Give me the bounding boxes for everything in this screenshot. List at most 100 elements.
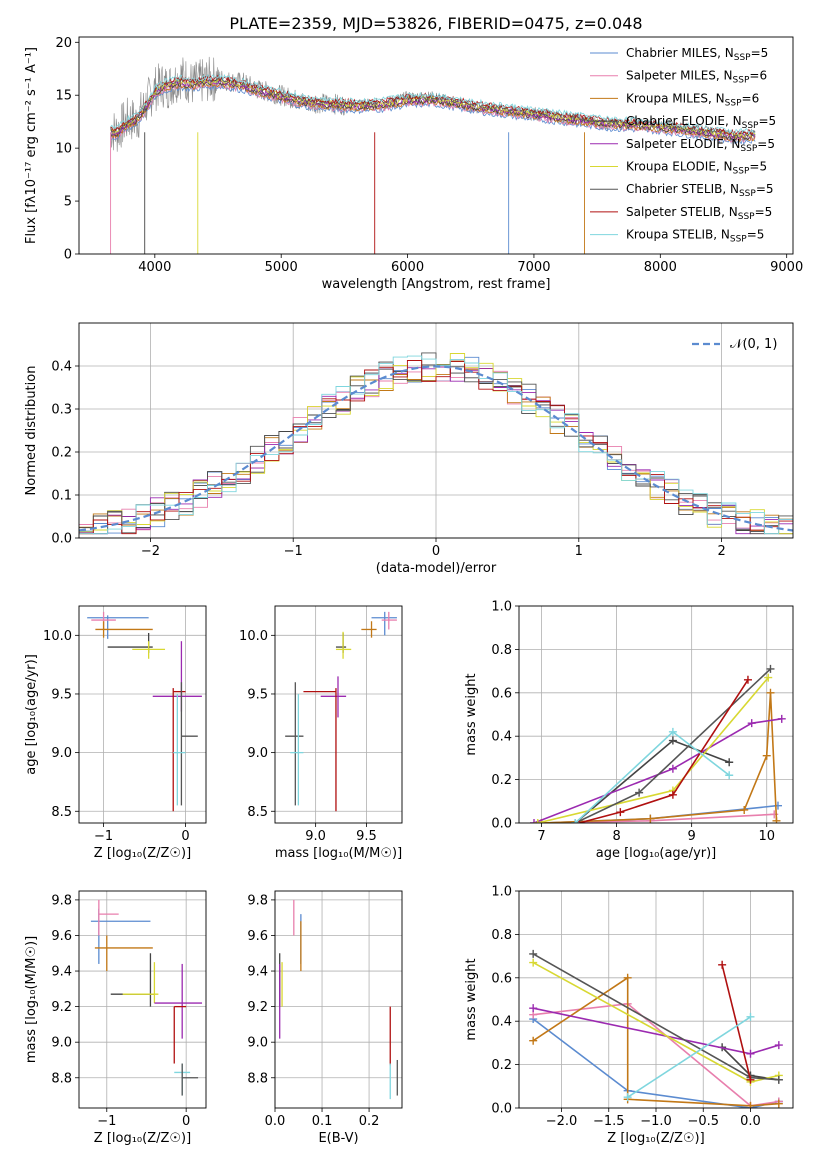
y-tick-label: 20 [55, 36, 72, 51]
legend-label: Salpeter MILES, NSSP=6 [626, 69, 767, 86]
x-tick-label: 8 [612, 829, 620, 844]
panel-age_vs_mass: 9.0 9.5 8.5 9.0 9.5 10.0 mass [log₁₀(M/M☉)] [239, 605, 403, 861]
x-tick-label: −2.0 [546, 1114, 578, 1129]
errorbar-point [87, 615, 149, 639]
errorbar-point [361, 621, 377, 638]
mass-weight-marker [529, 1004, 538, 1013]
mass-weight-marker [746, 1012, 755, 1021]
panel-age_vs_Z: −1 0 8.5 9.0 9.5 10.0 Z [log₁₀(Z/Z☉)] age [log₁… [24, 605, 207, 861]
mass-weight-marker [623, 973, 632, 982]
x-tick-label: 9 [688, 829, 696, 844]
y-tick-label: 9.2 [51, 1000, 72, 1015]
x-tick-label: 0 [432, 544, 440, 559]
mass-weight-marker [743, 675, 752, 684]
plot-area [79, 352, 793, 535]
errorbar-point [154, 963, 203, 1039]
x-tick-label: −1.0 [640, 1114, 672, 1129]
mass-weight-line [721, 964, 752, 1080]
mass-weight-marker [746, 1075, 755, 1084]
mass-weight-marker [529, 958, 538, 967]
errorbar-point [94, 935, 153, 972]
mass-weight-marker [766, 664, 775, 673]
panel-spectrum: 4000 5000 6000 7000 8000 9000 0 5 10 15 20 waveleng… [24, 36, 803, 292]
y-axis-label: Normed distribution [24, 366, 39, 496]
y-tick-label: 9.6 [51, 929, 72, 944]
y-tick-label: 0.8 [491, 928, 512, 943]
x-tick-label: 0.0 [265, 1114, 286, 1129]
mass-weight-marker [777, 714, 786, 723]
y-tick-label: 9.5 [247, 687, 268, 702]
y-tick-label: 8.8 [247, 1071, 268, 1086]
y-tick-label: 0.6 [491, 971, 512, 986]
panel-residuals: −2 −1 0 1 2 0.0 0.1 0.2 0.3 0.4 (data-model)/error… [24, 322, 794, 576]
y-tick-label: 10 [55, 142, 72, 157]
y-tick-label: 0.1 [51, 489, 72, 504]
legend-label: Kroupa MILES, NSSP=6 [626, 91, 759, 108]
plot-area [87, 611, 202, 812]
x-tick-label: 5000 [265, 260, 298, 275]
y-tick-label: 0.4 [51, 360, 72, 375]
residual-histogram [79, 355, 793, 535]
mass-weight-marker [533, 819, 542, 823]
model-spectrum-line [110, 73, 756, 135]
y-tick-label: 15 [55, 89, 72, 104]
mass-weight-line [578, 679, 749, 823]
mass-weight-marker [646, 814, 655, 823]
y-tick-label: 0.0 [491, 1102, 512, 1117]
axes-frame [78, 322, 794, 539]
legend-label: Chabrier MILES, NSSP=5 [626, 46, 768, 63]
x-tick-label: −2 [141, 544, 160, 559]
x-axis-label: Z [log₁₀(Z/Z☉)] [94, 846, 191, 861]
mass-weight-marker [571, 819, 580, 823]
axes-frame [274, 890, 403, 1109]
x-axis-label: Z [log₁₀(Z/Z☉)] [94, 1131, 191, 1146]
mass-weight-marker [766, 688, 775, 697]
y-tick-label: 0.0 [491, 817, 512, 832]
y-tick-label: 5 [64, 195, 72, 210]
errorbar-point [132, 641, 166, 659]
y-tick-label: 9.5 [51, 687, 72, 702]
errorbar-point [173, 1005, 187, 1064]
y-tick-label: 9.6 [247, 929, 268, 944]
mass-weight-marker [529, 1036, 538, 1045]
x-axis-label: E(B-V) [318, 1131, 358, 1146]
mass-weight-marker [774, 1099, 783, 1108]
y-tick-label: 1.0 [491, 600, 512, 615]
x-tick-label: 9.0 [305, 829, 326, 844]
mass-weight-marker [774, 1075, 783, 1084]
x-tick-label: −0.5 [687, 1114, 719, 1129]
mass-weight-marker [530, 819, 539, 823]
x-axis-label: Z [log₁₀(Z/Z☉)] [607, 1131, 704, 1146]
x-tick-label: −1 [94, 829, 113, 844]
legend-label: Chabrier ELODIE, NSSP=5 [626, 114, 776, 131]
spectrum-legend: Chabrier MILES, NSSP=5 Salpeter MILES, NS… [590, 46, 776, 245]
plot-area [90, 899, 203, 1096]
errorbar-point [180, 682, 198, 806]
y-tick-label: 0.6 [491, 686, 512, 701]
x-tick-label: 7000 [517, 260, 550, 275]
y-tick-label: 9.8 [51, 893, 72, 908]
y-tick-label: 0.4 [491, 1015, 512, 1030]
x-tick-label: 6000 [391, 260, 424, 275]
y-tick-label: 0.2 [51, 446, 72, 461]
axes-frame [78, 36, 794, 255]
axes-frame [518, 890, 794, 1109]
errorbar-point [381, 611, 397, 630]
errorbar-point [95, 621, 153, 638]
y-tick-label: 8.8 [51, 1071, 72, 1086]
errorbar-point [290, 693, 304, 806]
mass-weight-marker [747, 719, 756, 728]
panel-mass_weight_vs_Z: −2.0 −1.5 −1.0 −0.5 0.0 0.0 0.2 0.4 0.6 0.8 1.0 Z [… [464, 885, 794, 1146]
x-axis-label: wavelength [Angstrom, rest frame] [322, 277, 551, 292]
residual-histogram [79, 353, 793, 535]
errorbar-point [303, 688, 337, 812]
legend-label: Kroupa STELIB, NSSP=5 [626, 228, 764, 245]
x-tick-label: 0 [181, 829, 189, 844]
y-tick-label: 1.0 [491, 885, 512, 900]
axes-frame [518, 605, 794, 824]
x-tick-label: −1 [284, 544, 303, 559]
errorbar-point [320, 676, 347, 718]
errorbar-point [285, 682, 304, 806]
panel-mass_vs_Z: −1 0 8.8 9.0 9.2 9.4 9.6 9.8 Z [log₁₀(Z/Z☉)] mass… [24, 890, 207, 1146]
